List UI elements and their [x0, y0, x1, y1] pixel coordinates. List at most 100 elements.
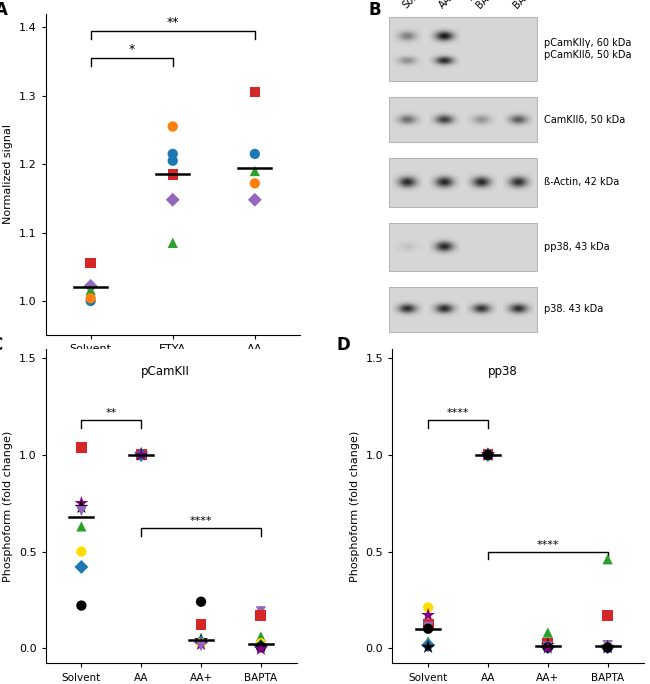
- Text: *: *: [129, 43, 135, 56]
- Bar: [389, 287, 537, 332]
- Y-axis label: Phosphoform (fold change): Phosphoform (fold change): [350, 430, 360, 582]
- Point: [168, 121, 178, 132]
- Point: [543, 642, 553, 653]
- Point: [136, 449, 146, 460]
- Point: [603, 642, 613, 653]
- Text: ****: ****: [447, 408, 469, 419]
- Text: **: **: [166, 16, 179, 29]
- Point: [423, 602, 434, 613]
- Point: [543, 642, 553, 653]
- Point: [543, 637, 553, 648]
- Point: [85, 258, 96, 269]
- Point: [76, 505, 86, 516]
- Point: [136, 449, 146, 460]
- Point: [136, 449, 146, 460]
- Text: ****: ****: [190, 516, 213, 527]
- Text: pp38, 43 kDa: pp38, 43 kDa: [544, 241, 610, 252]
- Text: CamKIIδ, 50 kDa: CamKIIδ, 50 kDa: [544, 115, 625, 124]
- Point: [423, 636, 434, 647]
- Point: [76, 546, 86, 557]
- Point: [483, 447, 493, 458]
- Point: [76, 442, 86, 453]
- Point: [136, 449, 146, 460]
- Point: [255, 606, 266, 617]
- Point: [603, 554, 613, 565]
- Y-axis label: Phosphoform (fold change): Phosphoform (fold change): [3, 430, 13, 582]
- Point: [250, 148, 260, 159]
- Point: [168, 194, 178, 205]
- Text: C: C: [0, 337, 3, 354]
- Point: [483, 449, 493, 460]
- Text: pCamKII: pCamKII: [141, 365, 190, 378]
- Point: [196, 635, 206, 646]
- Point: [543, 640, 553, 650]
- Point: [85, 280, 96, 291]
- Point: [76, 521, 86, 532]
- Text: pCamKIIγ, 60 kDa
pCamKIIδ, 50 kDa: pCamKIIγ, 60 kDa pCamKIIδ, 50 kDa: [544, 38, 632, 60]
- Text: ß-Actin, 42 kDa: ß-Actin, 42 kDa: [544, 177, 619, 187]
- Point: [76, 498, 86, 509]
- Point: [85, 293, 96, 304]
- Point: [603, 642, 613, 653]
- Bar: [389, 97, 537, 142]
- Bar: [389, 223, 537, 271]
- Point: [423, 609, 434, 620]
- Point: [168, 148, 178, 159]
- Point: [543, 642, 553, 653]
- Point: [136, 449, 146, 460]
- Point: [603, 642, 613, 653]
- Point: [543, 641, 553, 652]
- Point: [136, 447, 146, 458]
- Point: [196, 641, 206, 652]
- Point: [483, 449, 493, 460]
- Text: BAPTA: BAPTA: [511, 0, 540, 10]
- Point: [196, 596, 206, 607]
- Point: [76, 501, 86, 512]
- Point: [250, 87, 260, 98]
- Point: [423, 621, 434, 632]
- Point: [603, 641, 613, 652]
- Point: [603, 642, 613, 653]
- Text: ****: ****: [536, 540, 559, 549]
- Bar: [389, 17, 537, 81]
- Text: **: **: [106, 408, 117, 419]
- Point: [250, 178, 260, 189]
- Text: Solvent: Solvent: [400, 0, 434, 10]
- Point: [483, 449, 493, 460]
- Text: AA: AA: [437, 0, 454, 10]
- Point: [168, 169, 178, 180]
- Point: [76, 562, 86, 573]
- Point: [136, 449, 146, 460]
- Text: AA +
BAPTA: AA + BAPTA: [466, 0, 503, 10]
- Point: [136, 449, 146, 460]
- Point: [255, 609, 266, 620]
- Point: [196, 633, 206, 644]
- Point: [196, 637, 206, 648]
- Y-axis label: Normalized signal: Normalized signal: [3, 124, 13, 224]
- Point: [483, 449, 493, 460]
- Point: [423, 620, 434, 631]
- Point: [603, 640, 613, 650]
- Point: [255, 644, 266, 655]
- Point: [168, 237, 178, 248]
- Point: [255, 641, 266, 652]
- Point: [483, 449, 493, 460]
- Point: [603, 609, 613, 620]
- Text: A: A: [0, 1, 8, 19]
- Point: [255, 642, 266, 653]
- Point: [250, 194, 260, 205]
- Text: p38. 43 kDa: p38. 43 kDa: [544, 304, 603, 315]
- Point: [85, 295, 96, 306]
- Point: [250, 166, 260, 176]
- Point: [76, 600, 86, 611]
- Point: [543, 627, 553, 638]
- Text: D: D: [337, 337, 351, 354]
- Text: B: B: [369, 1, 382, 19]
- Point: [196, 639, 206, 650]
- Point: [483, 449, 493, 460]
- Point: [543, 642, 553, 653]
- Point: [255, 637, 266, 648]
- Point: [255, 631, 266, 642]
- Point: [483, 449, 493, 460]
- Point: [168, 155, 178, 166]
